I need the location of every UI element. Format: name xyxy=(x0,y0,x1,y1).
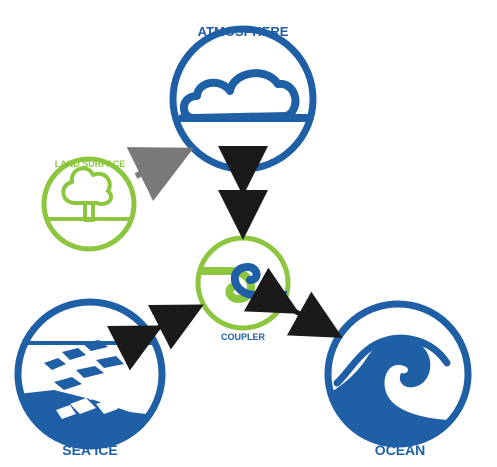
sea-ice-node: SEA ICE xyxy=(14,298,166,458)
ocean-label: OCEAN xyxy=(375,442,426,458)
sea-ice-coupler-arrow xyxy=(107,304,204,371)
sea-ice-circle xyxy=(14,298,166,450)
coupler-ocean-arrow xyxy=(243,267,343,338)
ocean-circle xyxy=(324,300,472,448)
cloud-icon xyxy=(178,69,312,122)
coupler-label: COUPLER xyxy=(221,332,266,342)
land-to-atmosphere-arrow xyxy=(126,147,194,202)
ocean-node: OCEAN xyxy=(324,300,472,458)
land-surface-label: LAND SURFACE xyxy=(55,159,126,169)
sea-ice-label: SEA ICE xyxy=(62,442,118,458)
atmosphere-node: ATMOSPHERE xyxy=(169,24,317,173)
atmosphere-label: ATMOSPHERE xyxy=(198,24,289,39)
coupler-circle xyxy=(195,235,291,331)
tree-icon xyxy=(45,166,133,222)
coupler-node: COUPLER xyxy=(195,235,291,342)
wave-icon xyxy=(328,334,451,444)
land-surface-node: LAND SURFACE xyxy=(41,156,137,252)
